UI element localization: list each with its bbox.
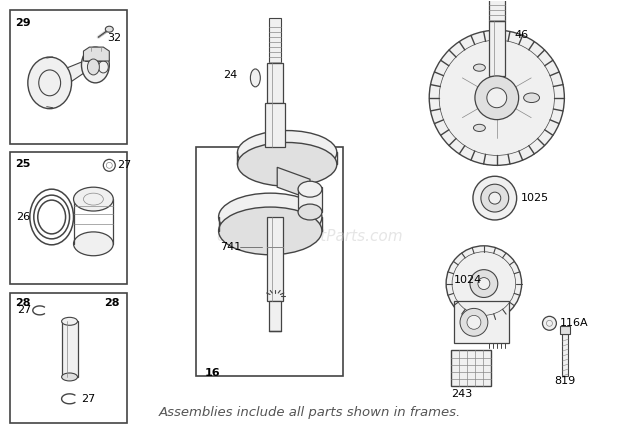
Ellipse shape: [237, 143, 337, 186]
Text: 116A: 116A: [559, 318, 588, 328]
Bar: [10, 10, 127, 144]
Bar: [267, 217, 283, 302]
Text: 27: 27: [81, 394, 95, 404]
Text: 243: 243: [451, 389, 472, 399]
Text: eReplacementParts.com: eReplacementParts.com: [216, 229, 404, 245]
Text: 1024: 1024: [454, 275, 482, 285]
Circle shape: [478, 278, 490, 289]
Ellipse shape: [28, 57, 71, 109]
Circle shape: [446, 246, 521, 321]
Ellipse shape: [474, 64, 485, 71]
Circle shape: [473, 176, 516, 220]
Ellipse shape: [87, 59, 99, 75]
Text: 16: 16: [205, 368, 220, 378]
Ellipse shape: [460, 308, 488, 336]
Ellipse shape: [237, 130, 337, 174]
Polygon shape: [277, 167, 310, 199]
Ellipse shape: [61, 318, 78, 325]
Bar: [269, 302, 281, 331]
Bar: [265, 103, 285, 147]
Ellipse shape: [105, 26, 113, 32]
Circle shape: [470, 270, 498, 298]
Circle shape: [481, 184, 509, 212]
Ellipse shape: [474, 124, 485, 131]
Text: 25: 25: [15, 159, 30, 169]
Text: 27: 27: [17, 305, 31, 315]
Polygon shape: [55, 58, 91, 93]
Ellipse shape: [39, 70, 61, 96]
Text: 28: 28: [104, 299, 119, 308]
Ellipse shape: [467, 315, 481, 329]
Bar: [451, 350, 491, 386]
Ellipse shape: [219, 193, 322, 241]
Bar: [454, 302, 509, 343]
Text: 819: 819: [554, 376, 575, 386]
Polygon shape: [560, 326, 570, 334]
Bar: [489, 21, 505, 76]
Ellipse shape: [219, 207, 322, 255]
Ellipse shape: [81, 47, 109, 83]
Circle shape: [429, 30, 564, 165]
Text: 24: 24: [224, 70, 238, 80]
Ellipse shape: [250, 69, 260, 87]
Text: 28: 28: [15, 299, 30, 308]
Bar: [10, 152, 127, 283]
Circle shape: [489, 192, 501, 204]
Bar: [298, 187, 322, 212]
Ellipse shape: [524, 93, 539, 102]
Bar: [196, 147, 343, 376]
Text: Assemblies include all parts shown in frames.: Assemblies include all parts shown in fr…: [159, 406, 461, 419]
Circle shape: [487, 88, 507, 108]
Polygon shape: [84, 47, 109, 61]
Text: 32: 32: [107, 33, 122, 43]
Text: 741: 741: [221, 242, 242, 252]
Ellipse shape: [74, 187, 113, 211]
Bar: [269, 18, 281, 63]
Ellipse shape: [61, 373, 78, 381]
Bar: [562, 334, 569, 376]
Text: 1025: 1025: [521, 193, 549, 203]
Ellipse shape: [99, 61, 108, 73]
Ellipse shape: [298, 204, 322, 220]
Text: 46: 46: [515, 30, 529, 40]
Bar: [61, 321, 78, 377]
Ellipse shape: [298, 181, 322, 197]
Bar: [489, 0, 505, 21]
Text: 29: 29: [15, 18, 30, 28]
Text: 26: 26: [16, 212, 30, 222]
Circle shape: [542, 316, 556, 330]
Circle shape: [475, 76, 519, 120]
Text: 27: 27: [117, 160, 131, 170]
Bar: [10, 293, 127, 422]
Ellipse shape: [74, 232, 113, 256]
Bar: [267, 63, 283, 103]
